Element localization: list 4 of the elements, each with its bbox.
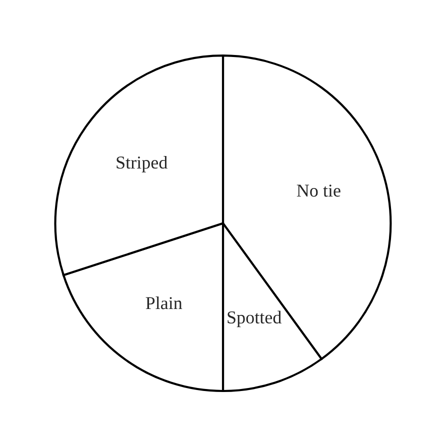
slice-label: Plain (146, 296, 182, 310)
slice-label: Striped (116, 156, 168, 172)
slice-label: No tie (296, 184, 340, 197)
slice-label: Spotted (228, 310, 282, 328)
